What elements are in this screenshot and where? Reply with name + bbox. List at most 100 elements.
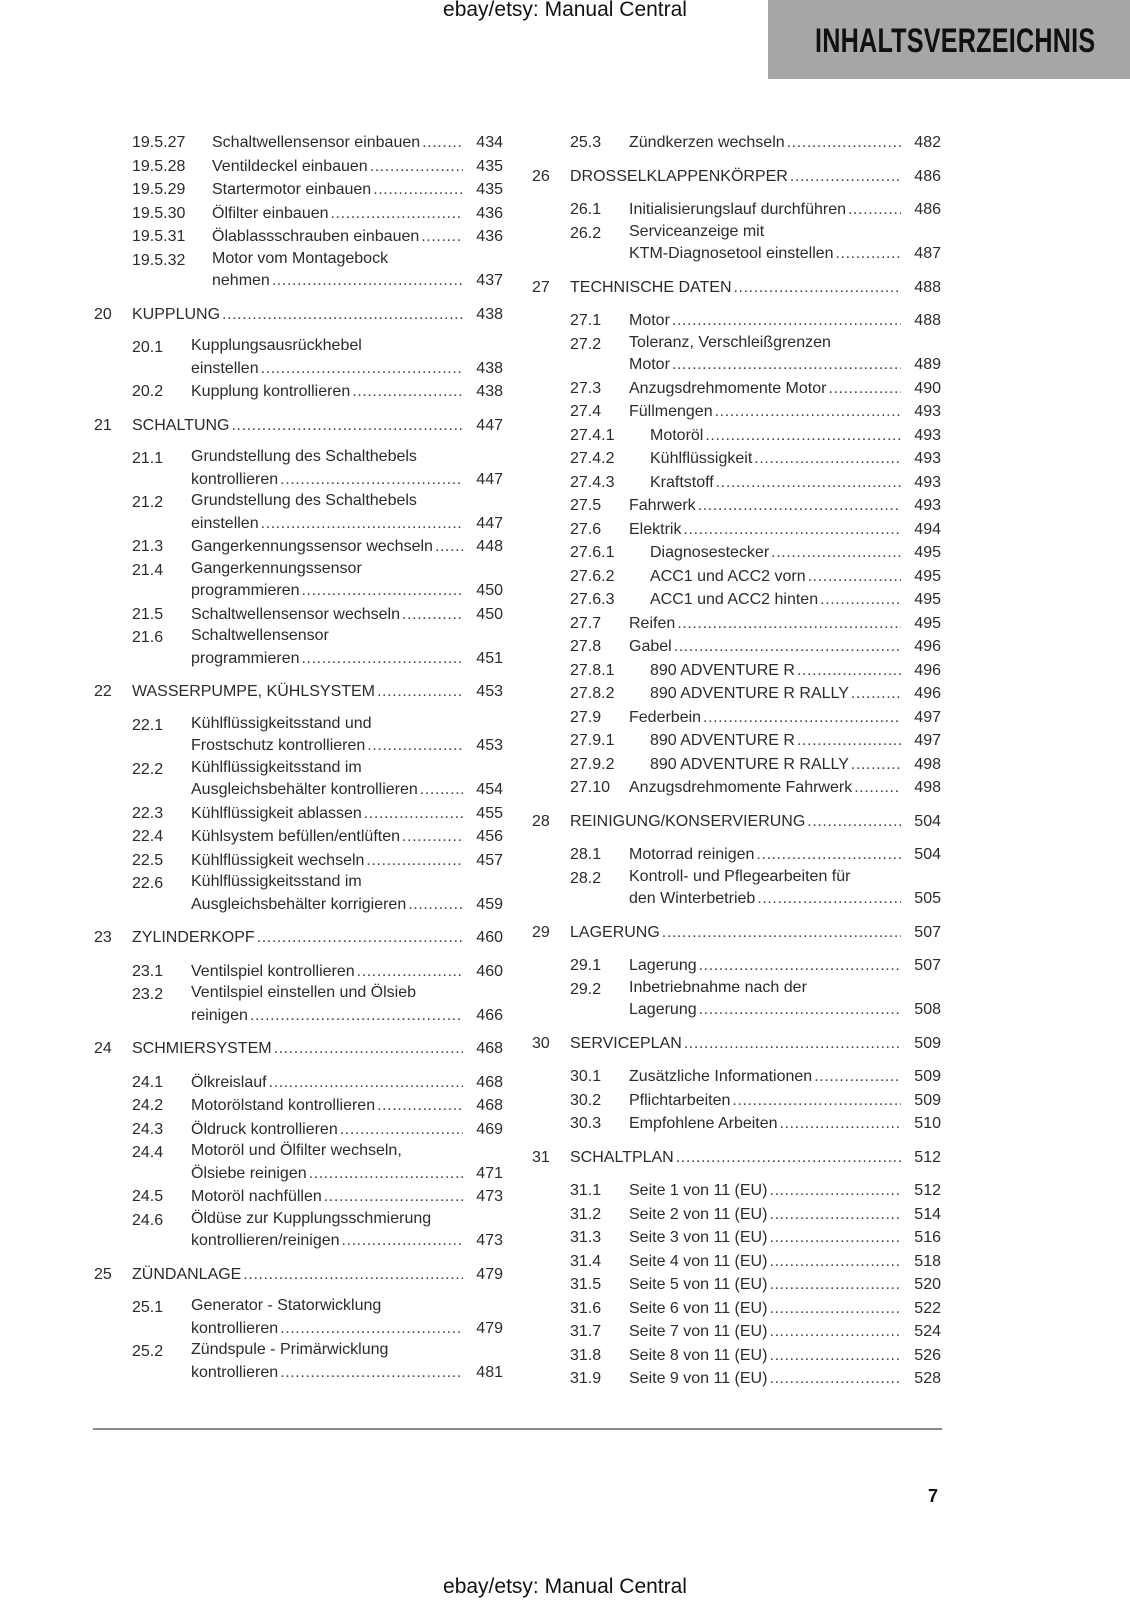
toc-entry[interactable]: 26.1 Initialisierungslauf durchführen 486: [532, 198, 941, 222]
toc-chapter[interactable]: 21 SCHALTUNG 447: [94, 414, 503, 438]
toc-entry[interactable]: 27.2 Toleranz, Verschleißgrenzen Motor 489: [532, 333, 941, 377]
dot-leader: [402, 603, 463, 627]
toc-chapter[interactable]: 27 TECHNISCHE DATEN 488: [532, 276, 941, 300]
toc-text-block: WASSERPUMPE, KÜHLSYSTEM 453: [132, 680, 503, 704]
toc-page: 486: [914, 167, 941, 185]
toc-page: 493: [914, 403, 941, 420]
toc-page: 453: [476, 683, 503, 700]
toc-entry[interactable]: 27.4.1 Motoröl 493: [532, 424, 941, 448]
toc-title: Lagerung: [629, 1001, 697, 1018]
toc-title: Seite 7 von 11 (EU): [629, 1323, 768, 1340]
toc-entry[interactable]: 20.1 Kupplungsausrückhebel einstellen 438: [94, 336, 503, 380]
toc-entry[interactable]: 21.6 Schaltwellensensor programmieren 451: [94, 626, 503, 670]
toc-entry[interactable]: 28.2 Kontroll- und Pflegearbeiten für den …: [532, 867, 941, 911]
toc-chapter[interactable]: 30 SERVICEPLAN 509: [532, 1032, 941, 1056]
toc-entry[interactable]: 27.6 Elektrik 494: [532, 518, 941, 542]
toc-chapter[interactable]: 23 ZYLINDERKOPF 460: [94, 926, 503, 950]
toc-entry[interactable]: 27.4.3 Kraftstoff 493: [532, 471, 941, 495]
toc-title: WASSERPUMPE, KÜHLSYSTEM: [132, 683, 376, 700]
toc-entry[interactable]: 20.2 Kupplung kontrollieren 438: [94, 380, 503, 404]
toc-chapter[interactable]: 26 DROSSELKLAPPENKÖRPER 486: [532, 165, 941, 189]
toc-entry[interactable]: 27.3 Anzugsdrehmomente Motor 490: [532, 377, 941, 401]
toc-chapter[interactable]: 20 KUPPLUNG 438: [94, 303, 503, 327]
toc-entry[interactable]: 19.5.30 Ölfilter einbauen 436: [94, 202, 503, 226]
toc-entry[interactable]: 25.2 Zündspule - Primärwicklung kontrollie…: [94, 1340, 503, 1384]
toc-entry[interactable]: 31.8 Seite 8 von 11 (EU) 526: [532, 1344, 941, 1368]
toc-entry[interactable]: 22.1 Kühlflüssigkeitsstand und Frostschutz…: [94, 714, 503, 758]
toc-entry[interactable]: 24.1 Ölkreislauf 468: [94, 1071, 503, 1095]
toc-chapter[interactable]: 24 SCHMIERSYSTEM 468: [94, 1037, 503, 1061]
toc-entry[interactable]: 30.1 Zusätzliche Informationen 509: [532, 1065, 941, 1089]
toc-entry[interactable]: 25.3 Zündkerzen wechseln 482: [532, 131, 941, 155]
toc-entry[interactable]: 22.2 Kühlflüssigkeitsstand im Ausgleichsbe…: [94, 758, 503, 802]
toc-entry[interactable]: 21.5 Schaltwellensensor wechseln 450: [94, 603, 503, 627]
toc-text-block: Zündspule - Primärwicklung kontrollieren 4…: [191, 1340, 503, 1384]
toc-entry[interactable]: 31.4 Seite 4 von 11 (EU) 518: [532, 1250, 941, 1274]
toc-entry[interactable]: 29.1 Lagerung 507: [532, 954, 941, 978]
toc-line: Ausgleichsbehälter korrigieren 459: [191, 893, 503, 917]
toc-entry[interactable]: 27.7 Reifen 495: [532, 612, 941, 636]
toc-entry[interactable]: 31.2 Seite 2 von 11 (EU) 514: [532, 1203, 941, 1227]
toc-number: 19.5.29: [132, 181, 186, 198]
toc-entry[interactable]: 29.2 Inbetriebnahme nach der Lagerung 508: [532, 978, 941, 1022]
toc-entry[interactable]: 27.4 Füllmengen 493: [532, 400, 941, 424]
toc-entry[interactable]: 27.10 Anzugsdrehmomente Fahrwerk 498: [532, 776, 941, 800]
toc-entry[interactable]: 28.1 Motorrad reinigen 504: [532, 843, 941, 867]
toc-chapter[interactable]: 22 WASSERPUMPE, KÜHLSYSTEM 453: [94, 680, 503, 704]
toc-page: 447: [476, 470, 503, 488]
toc-page: 512: [914, 1148, 941, 1166]
toc-entry[interactable]: 19.5.29 Startermotor einbauen 435: [94, 178, 503, 202]
toc-entry[interactable]: 24.6 Öldüse zur Kupplungsschmierung kontro…: [94, 1209, 503, 1253]
toc-entry[interactable]: 31.1 Seite 1 von 11 (EU) 512: [532, 1179, 941, 1203]
toc-entry[interactable]: 22.4 Kühlsystem befüllen/entlüften 456: [94, 825, 503, 849]
toc-entry[interactable]: 27.1 Motor 488: [532, 309, 941, 333]
toc-line: Seite 2 von 11 (EU) 514: [629, 1203, 941, 1227]
toc-entry[interactable]: 27.8.1 890 ADVENTURE R 496: [532, 659, 941, 683]
toc-chapter[interactable]: 29 LAGERUNG 507: [532, 921, 941, 945]
toc-entry[interactable]: 31.7 Seite 7 von 11 (EU) 524: [532, 1320, 941, 1344]
toc-entry[interactable]: 30.2 Pflichtarbeiten 509: [532, 1089, 941, 1113]
toc-chapter[interactable]: 25 ZÜNDANLAGE 479: [94, 1263, 503, 1287]
toc-entry[interactable]: 27.8 Gabel 496: [532, 635, 941, 659]
toc-entry[interactable]: 31.9 Seite 9 von 11 (EU) 528: [532, 1367, 941, 1391]
toc-title: Fahrwerk: [629, 497, 696, 514]
toc-text-block: Seite 1 von 11 (EU) 512: [629, 1179, 941, 1203]
toc-entry[interactable]: 19.5.27 Schaltwellensensor einbauen 434: [94, 131, 503, 155]
toc-entry[interactable]: 27.4.2 Kühlflüssigkeit 493: [532, 447, 941, 471]
toc-entry[interactable]: 21.3 Gangerkennungssensor wechseln 448: [94, 535, 503, 559]
toc-title: Motor: [629, 356, 670, 373]
toc-entry[interactable]: 21.1 Grundstellung des Schalthebels kontro…: [94, 447, 503, 491]
toc-chapter[interactable]: 31 SCHALTPLAN 512: [532, 1146, 941, 1170]
toc-entry[interactable]: 19.5.28 Ventildeckel einbauen 435: [94, 155, 503, 179]
toc-entry[interactable]: 27.8.2 890 ADVENTURE R RALLY 496: [532, 682, 941, 706]
toc-entry[interactable]: 24.3 Öldruck kontrollieren 469: [94, 1118, 503, 1142]
toc-entry[interactable]: 31.5 Seite 5 von 11 (EU) 520: [532, 1273, 941, 1297]
toc-entry[interactable]: 23.2 Ventilspiel einstellen und Ölsieb rei…: [94, 983, 503, 1027]
toc-entry[interactable]: 22.3 Kühlflüssigkeit ablassen 455: [94, 802, 503, 826]
toc-entry[interactable]: 27.9.1 890 ADVENTURE R 497: [532, 729, 941, 753]
toc-entry[interactable]: 24.5 Motoröl nachfüllen 473: [94, 1185, 503, 1209]
dot-leader: [757, 887, 901, 911]
toc-entry[interactable]: 27.6.3 ACC1 und ACC2 hinten 495: [532, 588, 941, 612]
toc-entry[interactable]: 27.5 Fahrwerk 493: [532, 494, 941, 518]
toc-entry[interactable]: 27.6.1 Diagnosestecker 495: [532, 541, 941, 565]
toc-entry[interactable]: 31.6 Seite 6 von 11 (EU) 522: [532, 1297, 941, 1321]
toc-entry[interactable]: 24.2 Motorölstand kontrollieren 468: [94, 1094, 503, 1118]
toc-entry[interactable]: 27.9 Federbein 497: [532, 706, 941, 730]
toc-entry[interactable]: 21.2 Grundstellung des Schalthebels einste…: [94, 491, 503, 535]
toc-number: 24.2: [132, 1097, 164, 1114]
toc-entry[interactable]: 31.3 Seite 3 von 11 (EU) 516: [532, 1226, 941, 1250]
toc-entry[interactable]: 26.2 Serviceanzeige mit KTM-Diagnosetool e…: [532, 222, 941, 266]
toc-entry[interactable]: 23.1 Ventilspiel kontrollieren 460: [94, 960, 503, 984]
toc-entry[interactable]: 30.3 Empfohlene Arbeiten 510: [532, 1112, 941, 1136]
toc-entry[interactable]: 19.5.31 Ölablassschrauben einbauen 436: [94, 225, 503, 249]
toc-chapter[interactable]: 28 REINIGUNG/KONSERVIERUNG 504: [532, 810, 941, 834]
toc-entry[interactable]: 19.5.32 Motor vom Montagebock nehmen 437: [94, 249, 503, 293]
toc-entry[interactable]: 21.4 Gangerkennungssensor programmieren 450: [94, 559, 503, 603]
toc-entry[interactable]: 22.5 Kühlflüssigkeit wechseln 457: [94, 849, 503, 873]
toc-entry[interactable]: 27.9.2 890 ADVENTURE R RALLY 498: [532, 753, 941, 777]
toc-entry[interactable]: 22.6 Kühlflüssigkeitsstand im Ausgleichsbe…: [94, 872, 503, 916]
toc-entry[interactable]: 24.4 Motoröl und Ölfilter wechseln, Ölsieb…: [94, 1141, 503, 1185]
toc-entry[interactable]: 27.6.2 ACC1 und ACC2 vorn 495: [532, 565, 941, 589]
toc-entry[interactable]: 25.1 Generator - Statorwicklung kontrollie…: [94, 1296, 503, 1340]
